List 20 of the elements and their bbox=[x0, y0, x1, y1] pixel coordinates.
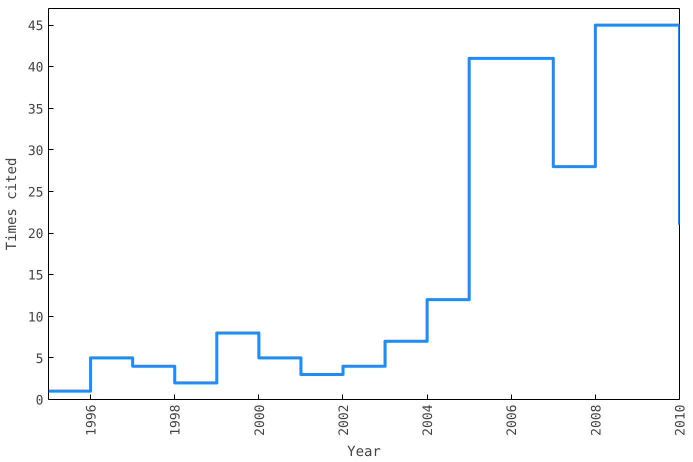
x-tick-label: 2006 bbox=[505, 404, 520, 436]
x-tick-label: 2004 bbox=[421, 404, 436, 436]
x-axis-title: Year bbox=[347, 444, 381, 460]
x-tick-label: 1996 bbox=[84, 404, 100, 436]
y-tick-label: 35 bbox=[28, 102, 44, 118]
y-tick-label: 15 bbox=[28, 268, 44, 284]
y-tick-label: 10 bbox=[28, 310, 44, 326]
y-tick-label: 25 bbox=[28, 186, 44, 201]
x-tick-label: 2000 bbox=[252, 404, 268, 436]
x-tick-label: 2008 bbox=[589, 404, 604, 436]
x-tick-label: 2010 bbox=[674, 404, 688, 436]
y-tick-label: 5 bbox=[36, 352, 44, 367]
x-tick-label: 2002 bbox=[336, 404, 352, 436]
y-tick-label: 45 bbox=[28, 19, 44, 34]
y-tick-label: 30 bbox=[28, 144, 44, 159]
x-tick-label: 1998 bbox=[168, 404, 184, 436]
y-tick-label: 0 bbox=[36, 394, 44, 408]
y-tick-label: 40 bbox=[28, 60, 44, 76]
y-tick-label: 20 bbox=[28, 227, 44, 242]
y-axis-title: Times cited bbox=[4, 158, 20, 250]
